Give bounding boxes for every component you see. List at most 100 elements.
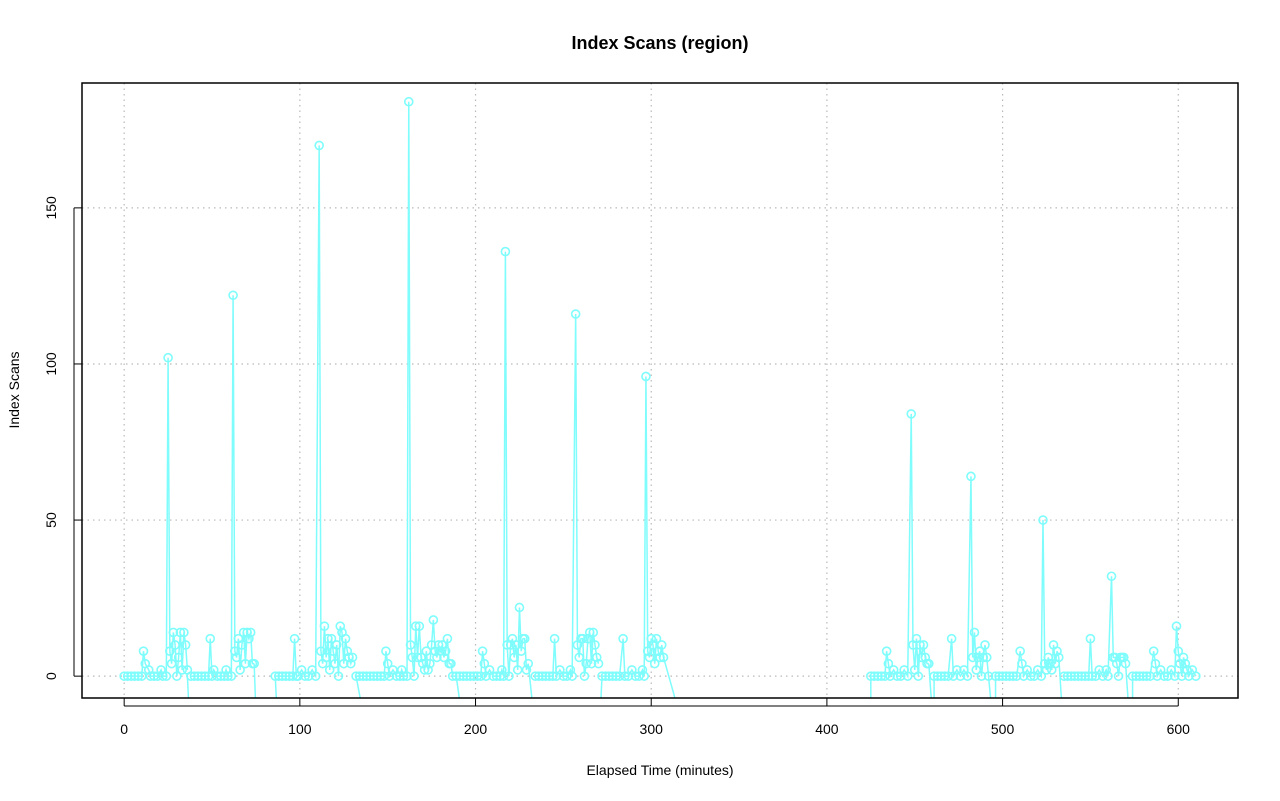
data-point [1138,671,1148,681]
data-point [458,671,469,681]
data-point [583,633,593,644]
data-point [440,646,451,656]
data-point [345,658,356,669]
data-point [170,640,180,650]
data-point [549,633,560,644]
data-point [177,665,187,675]
data-point [994,671,1004,681]
data-point [565,665,576,675]
data-point [943,671,953,681]
data-point [597,671,607,681]
x-tick-label: 600 [1167,721,1191,737]
series-line [190,295,255,677]
plot-frame [81,82,1239,699]
data-point [981,652,992,663]
x-axis: 0 100 200 300 400 500 600 [120,698,1190,737]
data-point [916,652,927,663]
series-line-tail [662,657,676,698]
data-point [1145,671,1155,681]
data-point [1191,671,1201,681]
data-point [646,633,657,644]
data-point [454,671,465,681]
data-point [607,671,618,681]
data-point [946,633,957,644]
data-point [138,646,149,656]
data-point [976,671,987,681]
data-point [368,671,379,681]
data-point [873,671,883,681]
data-point [163,352,173,363]
data-point [1178,652,1189,663]
data-point [237,640,247,650]
data-point [379,671,389,681]
data-point [1085,633,1096,644]
data-point [226,671,237,681]
data-point [402,671,412,681]
data-point [656,640,667,650]
data-point [212,671,223,681]
data-point [1008,671,1018,681]
series-line-tail [928,663,932,698]
data-point [391,671,402,681]
data-point [344,652,354,663]
series-line-tail [274,676,278,698]
data-point [219,671,230,681]
data-point [129,671,140,681]
data-point [1141,671,1152,681]
data-point [971,665,982,675]
data-point [310,671,321,681]
data-point [476,671,486,681]
data-point [577,633,588,644]
data-point [588,627,599,638]
data-point [381,646,391,656]
data-point [156,665,166,675]
data-point [1159,671,1170,681]
data-point [145,671,156,681]
data-point [277,671,288,681]
data-point [354,671,365,681]
data-point [618,633,628,644]
data-point [1087,671,1097,681]
data-point [161,671,172,681]
y-tick-label: 150 [43,196,59,220]
data-point [428,615,439,625]
data-point [1148,646,1159,656]
data-point [488,671,498,681]
data-point [918,640,929,650]
data-point [1017,658,1027,669]
data-point [637,665,648,675]
data-point [289,633,300,644]
data-point [586,658,597,669]
data-point [468,671,479,681]
series-line-tail [527,663,533,698]
data-point [500,246,511,257]
data-point [465,671,476,681]
data-point [158,671,168,681]
data-point [591,652,602,663]
data-point [172,671,182,681]
data-point [215,671,226,681]
data-point [409,671,419,681]
data-point [866,671,876,681]
data-point [1038,515,1048,525]
data-point [497,665,507,675]
data-point [1069,671,1080,681]
data-point [505,640,516,650]
data-point [119,671,129,681]
data-point [179,627,189,638]
series-line [602,376,665,677]
data-point [544,671,555,681]
data-point [997,671,1008,681]
data-point [883,658,894,669]
data-point [600,671,611,681]
data-point [321,652,332,663]
data-point [419,665,430,675]
data-point [869,671,880,681]
data-point [932,671,943,681]
y-axis: 0 50 100 150 [43,196,82,680]
data-point [372,671,382,681]
series-line-tail [1058,657,1063,698]
data-point [1054,652,1064,663]
data-point [966,471,976,482]
